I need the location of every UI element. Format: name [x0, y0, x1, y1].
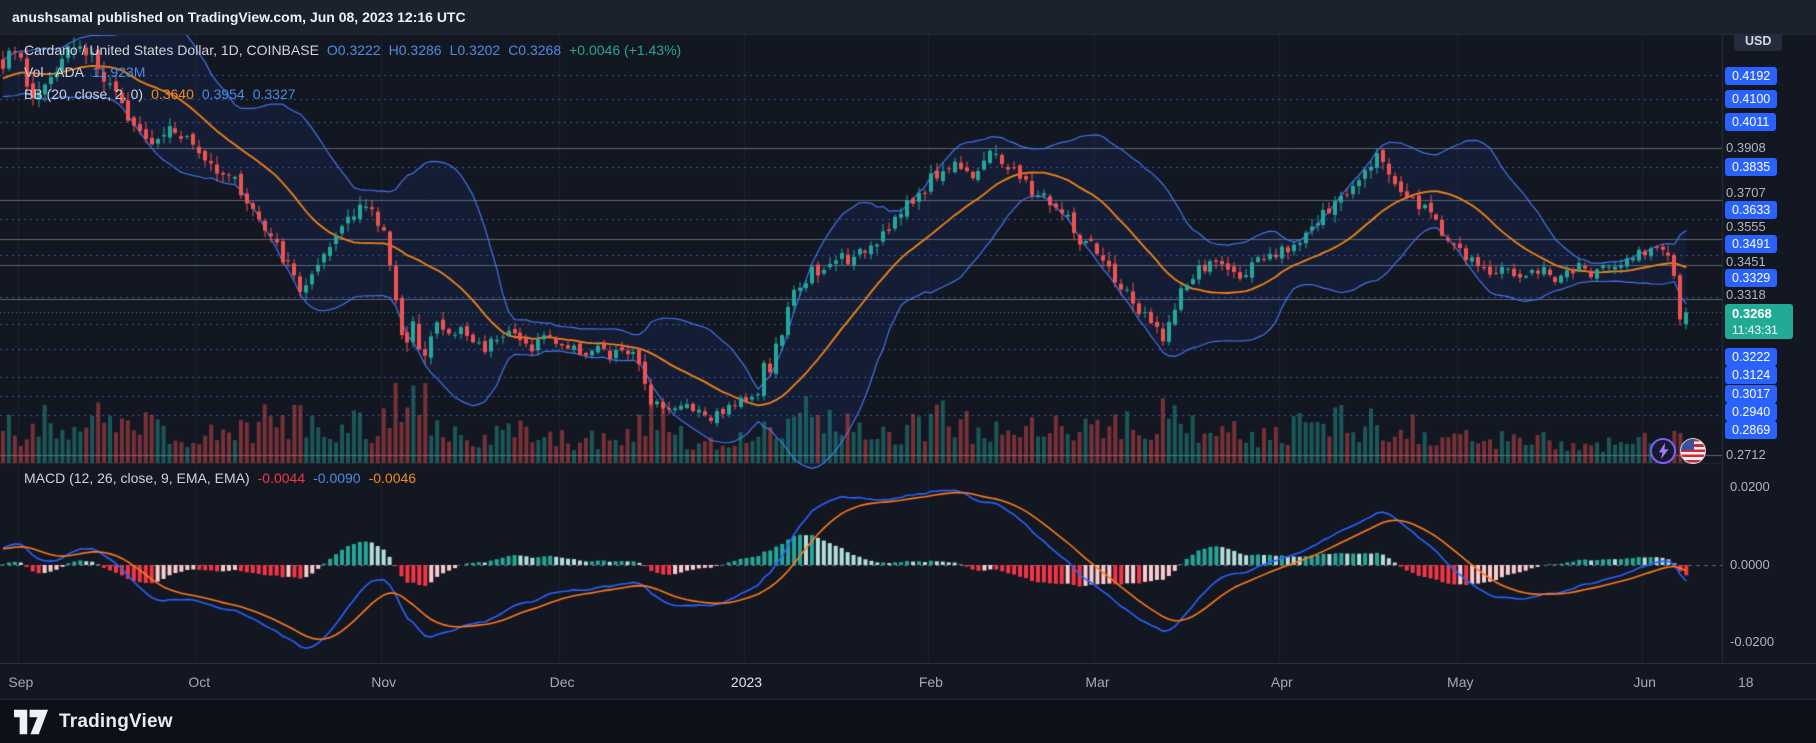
symbol-title: Cardano / United States Dollar, 1D, COIN… — [24, 42, 319, 58]
footer-bar: TradingView — [0, 699, 1816, 743]
macd-legend: MACD (12, 26, close, 9, EMA, EMA) -0.004… — [24, 470, 416, 486]
tradingview-brand[interactable]: TradingView — [59, 710, 173, 732]
volume-label: Vol · ADA — [24, 64, 84, 80]
last-price-value: 0.3268 — [1732, 306, 1772, 321]
countdown-timer: 11:43:31 — [1732, 323, 1778, 337]
macd-line-value: -0.0090 — [313, 470, 361, 486]
macd-axis-label: 0.0000 — [1730, 557, 1770, 572]
price-tick-label: 0.3318 — [1726, 287, 1766, 302]
last-price-label: 0.3268 11:43:31 — [1725, 304, 1793, 339]
us-flag-canton — [1681, 439, 1695, 451]
ohlc-close: C0.3268 — [508, 42, 562, 58]
price-tick-label: 0.3555 — [1726, 219, 1766, 234]
time-axis-label: Oct — [188, 674, 211, 690]
price-alert-label[interactable]: 0.3222 — [1725, 348, 1778, 366]
bb-basis-value: 0.3640 — [151, 86, 194, 102]
price-alert-label[interactable]: 0.4100 — [1725, 90, 1778, 108]
price-tick-label: 0.3451 — [1726, 254, 1766, 269]
price-alert-label[interactable]: 0.2869 — [1725, 421, 1778, 439]
time-axis-label: 2023 — [730, 674, 763, 690]
price-tick-label: 0.3908 — [1726, 140, 1766, 155]
price-alert-label[interactable]: 0.3124 — [1725, 366, 1778, 384]
time-axis-label: Sep — [8, 674, 34, 690]
price-alert-label[interactable]: 0.3329 — [1725, 269, 1778, 287]
bollinger-legend: BB (20, close, 2, 0) 0.3640 0.3954 0.332… — [24, 86, 296, 102]
ohlc-change: +0.0046 (+1.43%) — [569, 42, 682, 58]
price-alert-label[interactable]: 0.4192 — [1725, 67, 1778, 85]
time-axis[interactable]: Sep Oct Nov Dec 2023 Feb Mar Apr May Jun 18 — [0, 663, 1816, 699]
bb-label: BB (20, close, 2, 0) — [24, 86, 144, 102]
bb-lower-value: 0.3327 — [252, 86, 296, 102]
volume-legend: Vol · ADA 11.923M — [24, 64, 145, 80]
macd-axis-label: 0.0200 — [1730, 479, 1770, 494]
time-axis-label: 18 — [1737, 674, 1754, 690]
price-chart-canvas[interactable] — [0, 35, 1816, 663]
volume-value: 11.923M — [91, 64, 146, 80]
banner-text: anushsamal published on TradingView.com,… — [12, 9, 466, 25]
ohlc-open: O0.3222 — [326, 42, 381, 58]
lightning-icon — [1658, 442, 1669, 460]
macd-hist-value: -0.0044 — [257, 470, 306, 486]
bb-upper-value: 0.3954 — [201, 86, 245, 102]
time-axis-label: Jun — [1633, 674, 1656, 690]
tradingview-logo-icon — [14, 709, 48, 734]
time-axis-label: Dec — [549, 674, 575, 690]
ohlc-low: L0.3202 — [449, 42, 501, 58]
price-alert-label[interactable]: 0.3633 — [1725, 201, 1778, 219]
us-flag-badge[interactable] — [1680, 438, 1706, 464]
price-tick-label: 0.2712 — [1726, 447, 1766, 462]
price-alert-label[interactable]: 0.3491 — [1725, 235, 1778, 253]
time-axis-label: Feb — [918, 674, 943, 690]
price-alert-label[interactable]: 0.3017 — [1725, 385, 1778, 403]
currency-button[interactable]: USD — [1734, 31, 1783, 51]
price-alert-label[interactable]: 0.4011 — [1725, 113, 1777, 131]
price-alert-label[interactable]: 0.3835 — [1725, 158, 1778, 176]
price-alert-label[interactable]: 0.2940 — [1725, 403, 1778, 421]
macd-signal-value: -0.0046 — [368, 470, 417, 486]
time-axis-label: Apr — [1270, 674, 1293, 690]
time-axis-label: May — [1447, 674, 1474, 690]
price-tick-label: 0.3707 — [1726, 185, 1766, 200]
time-axis-label: Nov — [371, 674, 397, 690]
macd-axis-label: -0.0200 — [1730, 634, 1775, 649]
symbol-legend: Cardano / United States Dollar, 1D, COIN… — [24, 42, 681, 58]
boost-badge[interactable] — [1650, 438, 1676, 464]
publish-banner: anushsamal published on TradingView.com,… — [0, 0, 1816, 35]
time-axis-label: Mar — [1085, 674, 1110, 690]
ohlc-high: H0.3286 — [388, 42, 442, 58]
macd-label: MACD (12, 26, close, 9, EMA, EMA) — [24, 470, 250, 486]
